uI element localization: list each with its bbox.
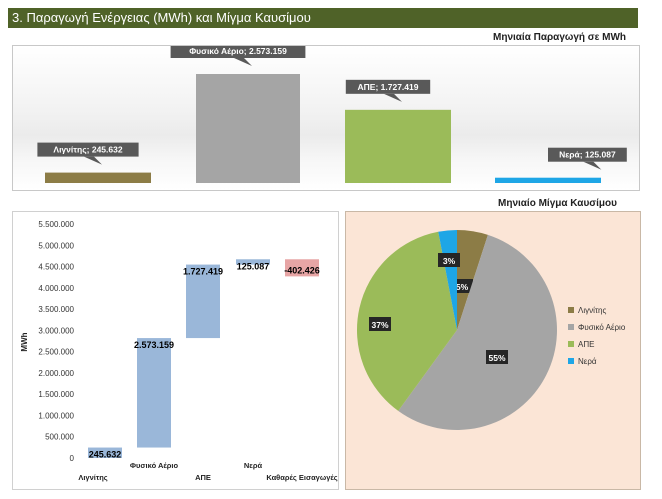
y-tick-9: 4.500.000 <box>38 263 74 272</box>
pie-slice-1 <box>398 234 557 430</box>
waterfall-bar-3 <box>236 259 270 265</box>
waterfall-value-1: 2.573.159 <box>134 340 174 350</box>
y-tick-7: 3.500.000 <box>38 305 74 314</box>
data-label-pointer-2 <box>384 93 402 102</box>
pie-label-text-2: 37% <box>371 320 388 330</box>
x-tick-1: Φυσικό Αέριο <box>130 461 179 470</box>
header-title: 3. Παραγωγή Ενέργειας (MWh) και Μίγμα Κα… <box>12 10 311 25</box>
pie-label-text-3: 3% <box>443 256 456 266</box>
waterfall-bar-2 <box>186 264 220 339</box>
waterfall-value-2: 1.727.419 <box>183 267 223 277</box>
legend-label-2: ΑΠΕ <box>578 340 594 349</box>
monthly-production-svg: Λιγνίτης; 245.632 Φυσικό Αέριο; 2.573.159… <box>37 44 627 183</box>
legend-swatch-1 <box>568 324 574 330</box>
fuel-mix-chart: 5% 55% 37% 3% Λιγνίτης Φυσικό Αέριο ΑΠΕ Νερά <box>345 211 641 490</box>
data-label-text-2: ΑΠΕ; 1.727.419 <box>358 82 419 92</box>
y-tick-11: 5.500.000 <box>38 220 74 229</box>
pie-label-1: 55% <box>486 350 508 364</box>
data-label-box-1 <box>170 44 306 58</box>
legend-swatch-3 <box>568 358 574 364</box>
y-tick-5: 2.500.000 <box>38 348 74 357</box>
fuel-mix-svg: 5% 55% 37% 3% Λιγνίτης Φυσικό Αέριο ΑΠΕ Νερά <box>357 230 626 430</box>
pie-label-text-0: 5% <box>456 282 469 292</box>
waterfall-bar-1 <box>137 338 171 448</box>
legend-label-3: Νερά <box>578 357 597 366</box>
x-tick-0: Λιγνίτης <box>78 473 107 482</box>
monthly-production-chart: Λιγνίτης; 245.632 Φυσικό Αέριο; 2.573.159… <box>12 44 640 191</box>
pie-slice-2 <box>357 231 457 411</box>
y-tick-3: 1.500.000 <box>38 390 74 399</box>
data-label-2: ΑΠΕ; 1.727.419 <box>345 79 431 102</box>
header-bar: 3. Παραγωγή Ενέργειας (MWh) και Μίγμα Κα… <box>8 8 638 28</box>
x-tick-2: ΑΠΕ <box>195 473 211 482</box>
y-tick-4: 2.000.000 <box>38 369 74 378</box>
data-label-1: Φυσικό Αέριο; 2.573.159 <box>170 44 306 66</box>
data-label-3: Νερά; 125.087 <box>548 147 627 170</box>
bar-1 <box>196 74 300 183</box>
y-tick-2: 1.000.000 <box>38 411 74 420</box>
bar-chart-title: Μηνιαία Παραγωγή σε MWh <box>493 32 627 43</box>
y-tick-0: 0 <box>70 454 75 463</box>
pie-label-box-3 <box>438 253 460 267</box>
data-label-0: Λιγνίτης; 245.632 <box>37 142 139 165</box>
data-label-pointer-3 <box>583 161 602 170</box>
bar-3 <box>495 177 601 183</box>
x-tick-4: Καθαρές Εισαγωγές <box>266 473 337 482</box>
x-tick-3: Νερά <box>244 461 263 470</box>
y-tick-6: 3.000.000 <box>38 326 74 335</box>
pie-label-box-2 <box>369 317 391 331</box>
waterfall-value-4: -402.426 <box>284 265 320 275</box>
waterfall-chart: 0 500.000 1.000.000 1.500.000 2.000.000 2.500… <box>12 211 339 490</box>
pie-label-3: 3% <box>438 253 460 267</box>
data-label-text-0: Λιγνίτης; 245.632 <box>53 145 122 155</box>
y-tick-10: 5.000.000 <box>38 241 74 250</box>
pie-label-text-1: 55% <box>488 353 505 363</box>
pie-label-2: 37% <box>369 317 391 331</box>
waterfall-bar-0 <box>88 447 122 458</box>
legend-swatch-0 <box>568 307 574 313</box>
data-label-text-3: Νερά; 125.087 <box>559 150 616 160</box>
data-label-box-3 <box>548 147 627 162</box>
legend-label-0: Λιγνίτης <box>578 306 607 315</box>
waterfall-svg: 0 500.000 1.000.000 1.500.000 2.000.000 2.500… <box>20 220 338 482</box>
pie-chart-title: Μηνιαίο Μίγμα Καυσίμου <box>498 198 617 209</box>
pie-label-box-1 <box>486 350 508 364</box>
data-label-text-1: Φυσικό Αέριο; 2.573.159 <box>189 46 287 56</box>
waterfall-value-0: 245.632 <box>89 450 122 460</box>
y-tick-1: 500.000 <box>45 433 74 442</box>
bar-2 <box>345 109 451 183</box>
legend-swatch-2 <box>568 341 574 347</box>
waterfall-bar-4 <box>285 259 319 277</box>
bar-0 <box>45 172 151 183</box>
legend-label-1: Φυσικό Αέριο <box>578 323 626 332</box>
waterfall-value-3: 125.087 <box>237 261 270 271</box>
data-label-box-0 <box>37 142 139 157</box>
y-axis-label: MWh <box>20 332 29 351</box>
data-label-pointer-1 <box>234 58 252 66</box>
data-label-box-2 <box>345 79 431 94</box>
y-tick-8: 4.000.000 <box>38 284 74 293</box>
data-label-pointer-0 <box>84 156 102 165</box>
